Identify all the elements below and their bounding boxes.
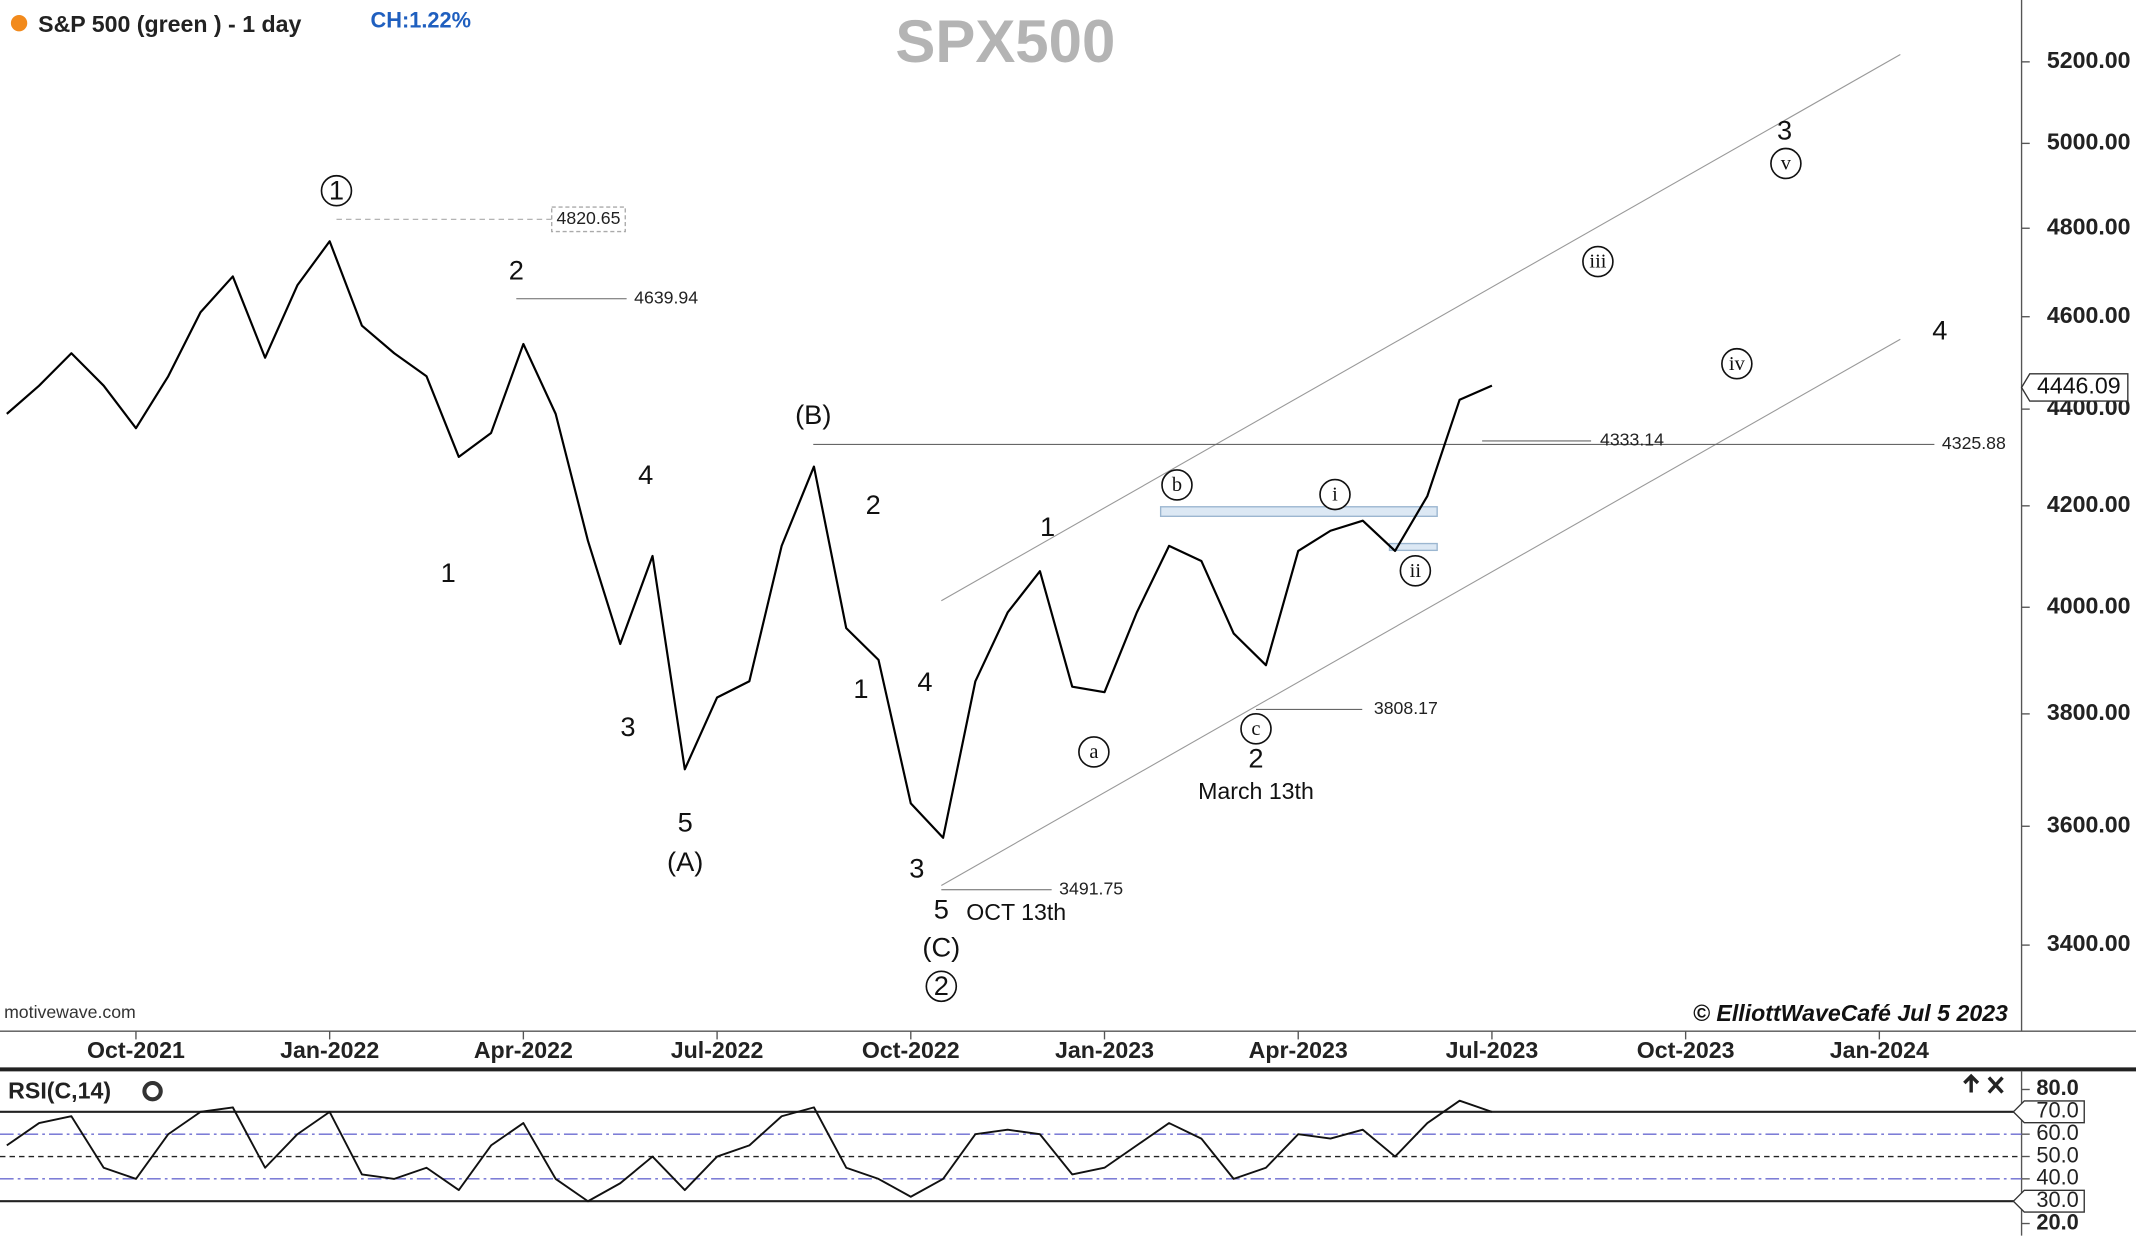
x-tick-label: Oct-2023: [1637, 1037, 1735, 1063]
wave-label: 2: [509, 255, 524, 286]
last-value-box: [2020, 373, 2129, 402]
wave-label: 4: [1932, 315, 1947, 346]
y-tick-label: 30.0: [2036, 1187, 2078, 1212]
x-tick-label: Oct-2021: [87, 1037, 185, 1063]
y-tick-label: 3400.00: [2047, 930, 2131, 956]
x-tick-label: Oct-2022: [862, 1037, 960, 1063]
wave-label: 5: [678, 806, 693, 837]
wave-circle: [925, 970, 958, 1003]
y-tick-label: 70.0: [2036, 1098, 2078, 1123]
channel-line: [941, 338, 1901, 886]
wave-label: a: [1089, 741, 1098, 763]
channel-line: [941, 54, 1901, 602]
wave-label: i: [1332, 484, 1338, 506]
wave-circle: [1240, 713, 1272, 745]
level-label: 3491.75: [1059, 878, 1123, 898]
wave-label: iii: [1589, 251, 1606, 273]
y-tick-label: 5000.00: [2047, 128, 2131, 154]
wave-circle: [1582, 245, 1614, 278]
last-value-label: 4446.09: [2037, 373, 2121, 399]
series-dot: [10, 15, 28, 32]
wave-label: 1: [1040, 511, 1055, 542]
x-tick-label: Jul-2022: [671, 1037, 764, 1063]
y-tick-label: 40.0: [2036, 1165, 2078, 1190]
level-label: 3808.17: [1374, 698, 1438, 718]
credit: © ElliottWaveCafé Jul 5 2023: [1693, 1000, 2008, 1026]
close-icon[interactable]: [1987, 1076, 2004, 1094]
wave-circle: [1078, 736, 1110, 768]
chart-subtitle: S&P 500 (green ) - 1 day: [38, 11, 301, 37]
level-label-box: [551, 206, 626, 233]
wave-label: (C): [922, 932, 960, 963]
y-tick-label: 50.0: [2036, 1142, 2078, 1167]
wave-label: 3: [909, 853, 924, 884]
chart-title: SPX500: [895, 8, 1115, 75]
wave-label: OCT 13th: [966, 899, 1066, 925]
wave-circle: [320, 174, 353, 207]
x-tick-label: Jan-2024: [1830, 1037, 1929, 1063]
level-label: 4333.14: [1600, 430, 1664, 450]
wave-circle: [1161, 469, 1193, 501]
source: motivewave.com: [4, 1002, 136, 1022]
y-tick-label: 3600.00: [2047, 811, 2131, 837]
x-tick-label: Apr-2022: [474, 1037, 573, 1063]
y-tick-label: 4600.00: [2047, 302, 2131, 328]
maximize-icon[interactable]: [1963, 1073, 1980, 1093]
level-label: 4639.94: [634, 287, 698, 307]
wave-circle: [1319, 478, 1351, 511]
y-tick-label: 3800.00: [2047, 699, 2131, 725]
rsi-line: [6, 1099, 1493, 1203]
wave-label: 5: [934, 894, 949, 925]
wave-label: 1: [329, 174, 344, 205]
wave-label: iv: [1729, 353, 1746, 375]
highlight-zone: [1159, 506, 1438, 517]
wave-label: 1: [853, 673, 868, 704]
y-tick-label: 4200.00: [2047, 491, 2131, 517]
wave-label: 3: [620, 711, 635, 742]
wave-label: (B): [795, 399, 831, 430]
change-label: CH:1.22%: [371, 8, 471, 33]
wave-circle: [1399, 554, 1432, 587]
y-tick-label: 60.0: [2036, 1120, 2078, 1145]
price-line: [6, 240, 1493, 839]
settings-icon[interactable]: [142, 1080, 163, 1102]
x-tick-label: Jan-2023: [1055, 1037, 1154, 1063]
x-tick-label: Jul-2023: [1446, 1037, 1539, 1063]
y-tick-label: 20.0: [2036, 1209, 2078, 1234]
level-label: 4325.88: [1942, 433, 2006, 453]
x-tick-label: Apr-2023: [1249, 1037, 1348, 1063]
wave-label: 1: [441, 557, 456, 588]
wave-label: March 13th: [1198, 778, 1314, 804]
wave-label: b: [1172, 474, 1182, 496]
wave-circle: [1770, 147, 1802, 180]
y-tick-label: 80.0: [2036, 1075, 2078, 1100]
rsi-label-box: [2012, 1100, 2085, 1124]
wave-label: 3: [1777, 114, 1792, 145]
wave-label: 2: [866, 489, 881, 520]
wave-label: c: [1251, 718, 1260, 740]
y-tick-label: 4800.00: [2047, 213, 2131, 239]
wave-label: 2: [934, 970, 949, 1001]
wave-label: ii: [1410, 560, 1422, 582]
x-tick-label: Jan-2022: [280, 1037, 379, 1063]
wave-label: v: [1781, 153, 1792, 175]
y-tick-label: 4000.00: [2047, 592, 2131, 618]
wave-label: 2: [1248, 742, 1263, 773]
wave-circle: [1721, 347, 1753, 380]
rsi-title: RSI(C,14): [8, 1078, 111, 1104]
level-label: 4820.65: [557, 208, 621, 228]
rsi-label-box: [2012, 1189, 2085, 1213]
wave-label: 4: [638, 459, 653, 490]
wave-label: 4: [917, 666, 932, 697]
y-tick-label: 5200.00: [2047, 47, 2131, 73]
wave-label: (A): [667, 846, 703, 877]
